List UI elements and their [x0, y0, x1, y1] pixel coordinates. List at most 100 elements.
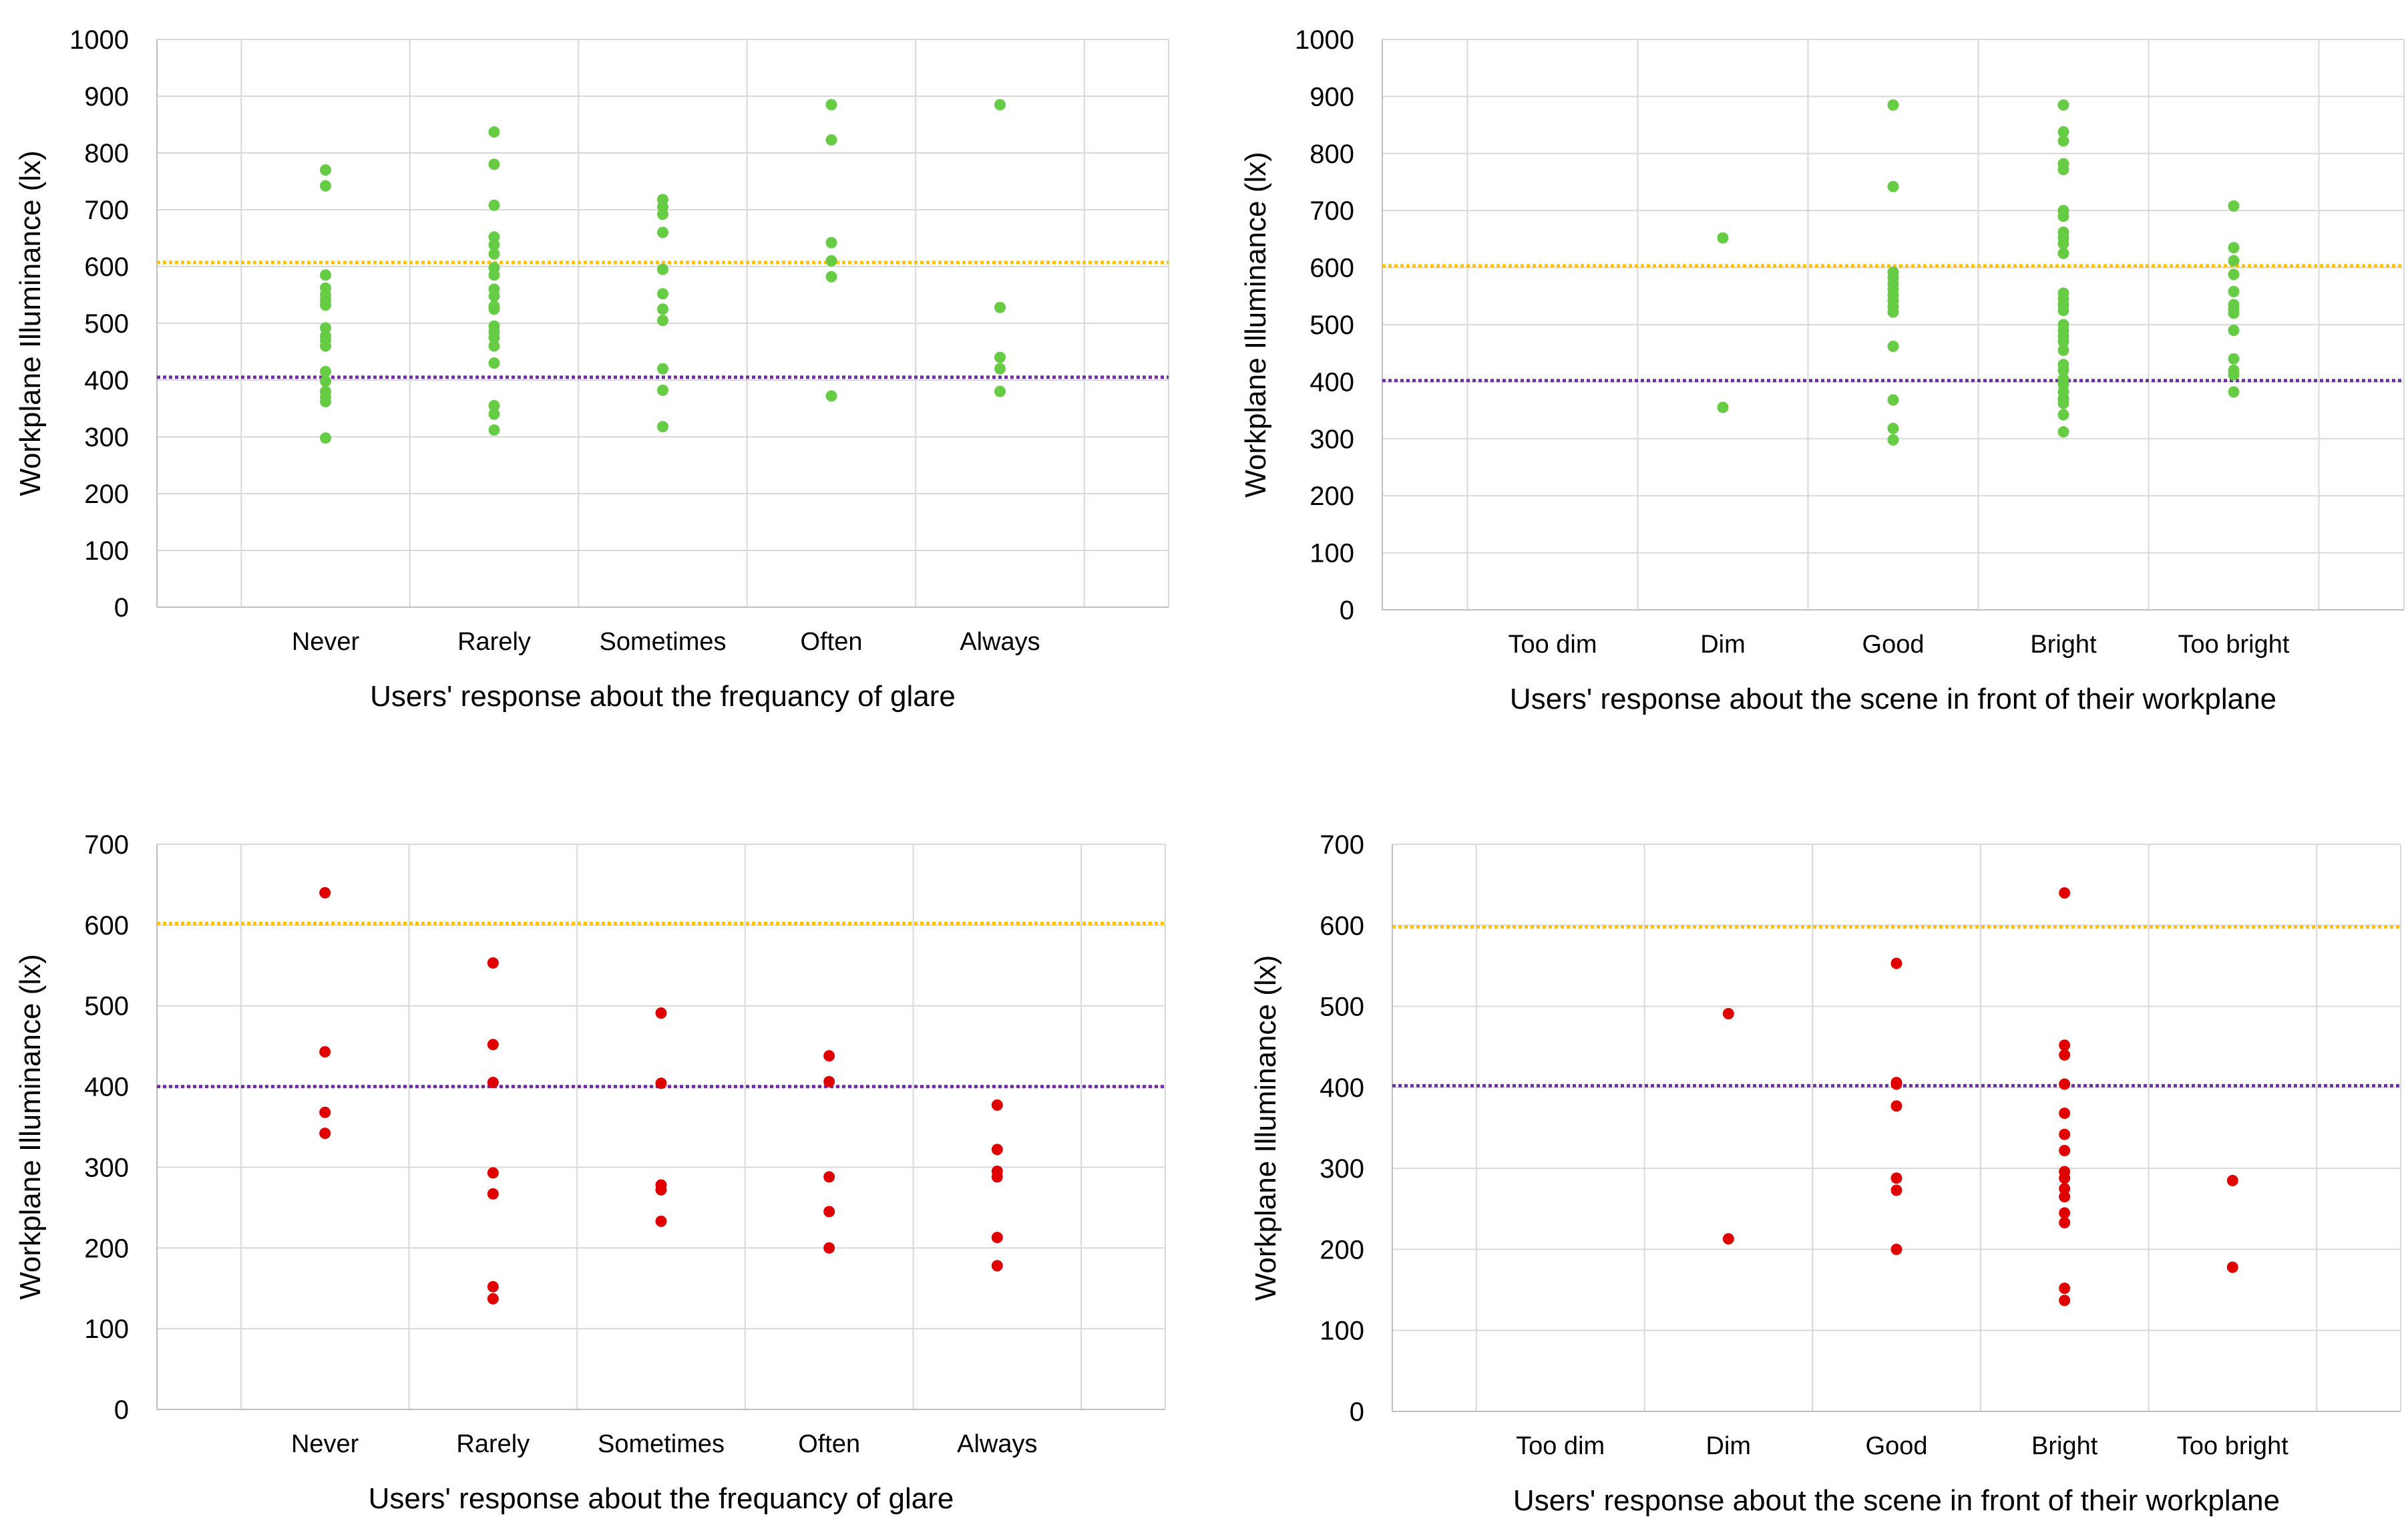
- y-tick-label: 300: [84, 423, 129, 452]
- x-axis-categories: Too dim Dim Good Bright Too bright: [1508, 631, 2289, 659]
- data-point: [2057, 364, 2069, 376]
- data-point: [488, 331, 500, 343]
- data-point: [825, 236, 837, 248]
- y-tick-label: 500: [84, 992, 129, 1021]
- data-point: [2059, 1182, 2071, 1194]
- data-point: [319, 1106, 331, 1118]
- data-point: [488, 357, 500, 369]
- data-point: [2226, 1174, 2238, 1186]
- y-tick-label: 600: [84, 911, 129, 941]
- data-point: [2057, 210, 2069, 222]
- y-tick-label: 1000: [1295, 25, 1354, 55]
- data-point: [2228, 386, 2240, 398]
- y-tick-label: 600: [1320, 911, 1364, 941]
- y-tick-label: 900: [84, 82, 129, 112]
- data-point: [2057, 126, 2069, 138]
- data-point: [488, 408, 500, 420]
- y-axis-ticks: 0 100 200 300 400 500 600 700: [1320, 830, 1364, 1427]
- data-point: [487, 1188, 499, 1200]
- data-point: [487, 1293, 499, 1305]
- x-category-label: Often: [801, 628, 863, 656]
- data-point: [2059, 1207, 2071, 1219]
- y-tick-label: 0: [114, 593, 129, 623]
- data-point: [1890, 1078, 1902, 1090]
- y-axis-ticks: 0 100 200 300 400 500 600 700 800 900 1000: [1295, 25, 1354, 625]
- x-axis-categories: Never Rarely Sometimes Often Always: [292, 628, 1040, 656]
- data-point: [1887, 394, 1899, 406]
- y-tick-label: 700: [84, 830, 129, 860]
- data-point: [657, 226, 668, 238]
- data-point: [2228, 353, 2240, 365]
- data-points: [1722, 887, 2238, 1307]
- data-point: [320, 395, 331, 407]
- data-point: [488, 126, 500, 138]
- data-point: [2057, 426, 2069, 438]
- data-point: [2057, 305, 2069, 317]
- y-tick-label: 0: [1350, 1397, 1364, 1427]
- data-point: [1890, 957, 1902, 969]
- y-tick-label: 100: [84, 1315, 129, 1344]
- chart-grid: [156, 844, 1166, 1410]
- data-point: [2228, 325, 2240, 337]
- data-point: [655, 1077, 667, 1089]
- reference-lines: [157, 921, 1165, 1089]
- data-point: [2059, 1128, 2071, 1140]
- y-tick-label: 700: [84, 196, 129, 225]
- data-point: [825, 255, 837, 267]
- y-tick-label: 700: [1320, 830, 1364, 860]
- data-point: [2059, 1039, 2071, 1051]
- data-point: [488, 303, 500, 315]
- y-tick-label: 1000: [69, 25, 129, 55]
- data-point: [2059, 1049, 2071, 1061]
- data-point: [657, 263, 668, 275]
- data-point: [657, 315, 668, 327]
- data-point: [488, 424, 500, 436]
- data-point: [2228, 254, 2240, 267]
- chart-top-right: 0 100 200 300 400 500 600 700 800 900 1000 Too dim…: [1239, 25, 2405, 715]
- data-point: [1887, 306, 1899, 318]
- y-axis-label: Workplane Illuminance (lx): [14, 954, 47, 1300]
- data-point: [825, 99, 837, 111]
- y-tick-label: 400: [1310, 367, 1354, 397]
- y-tick-label: 800: [84, 139, 129, 168]
- data-point: [320, 164, 331, 176]
- x-category-label: Too bright: [2178, 631, 2290, 659]
- data-point: [1722, 1233, 1734, 1245]
- data-point: [488, 340, 500, 352]
- y-axis-ticks: 0 100 200 300 400 500 600 700: [84, 830, 129, 1425]
- data-point: [823, 1075, 835, 1087]
- data-point: [991, 1260, 1003, 1272]
- data-point: [823, 1242, 835, 1254]
- x-category-label: Rarely: [457, 628, 531, 656]
- y-tick-label: 400: [84, 366, 129, 395]
- x-category-label: Always: [957, 1430, 1037, 1458]
- y-tick-label: 900: [1310, 82, 1354, 112]
- data-point: [991, 1171, 1003, 1183]
- y-tick-label: 500: [84, 309, 129, 339]
- data-point: [487, 957, 499, 969]
- data-point: [319, 1128, 331, 1140]
- data-point: [320, 269, 331, 281]
- y-tick-label: 0: [1340, 596, 1354, 625]
- data-point: [320, 432, 331, 444]
- data-point: [2228, 269, 2240, 281]
- chart-bottom-right: 0 100 200 300 400 500 600 700 Too dim Dim Good Bri…: [1249, 830, 2401, 1517]
- y-axis-label: Workplane Illuminance (lx): [1239, 152, 1272, 498]
- data-point: [994, 351, 1006, 363]
- data-point: [657, 421, 668, 433]
- data-point: [1890, 1172, 1902, 1184]
- chart-grid: [1382, 39, 2405, 611]
- y-tick-label: 600: [84, 252, 129, 282]
- data-point: [2226, 1261, 2238, 1273]
- data-point: [2057, 99, 2069, 111]
- data-point: [1890, 1100, 1902, 1112]
- data-point: [2228, 200, 2240, 212]
- data-point: [488, 269, 500, 281]
- data-point: [825, 271, 837, 283]
- x-category-label: Too bright: [2177, 1432, 2288, 1460]
- x-category-label: Dim: [1706, 1432, 1752, 1460]
- x-category-label: Bright: [2030, 631, 2097, 659]
- data-point: [488, 199, 500, 211]
- x-axis-categories: Too dim Dim Good Bright Too bright: [1516, 1432, 2288, 1460]
